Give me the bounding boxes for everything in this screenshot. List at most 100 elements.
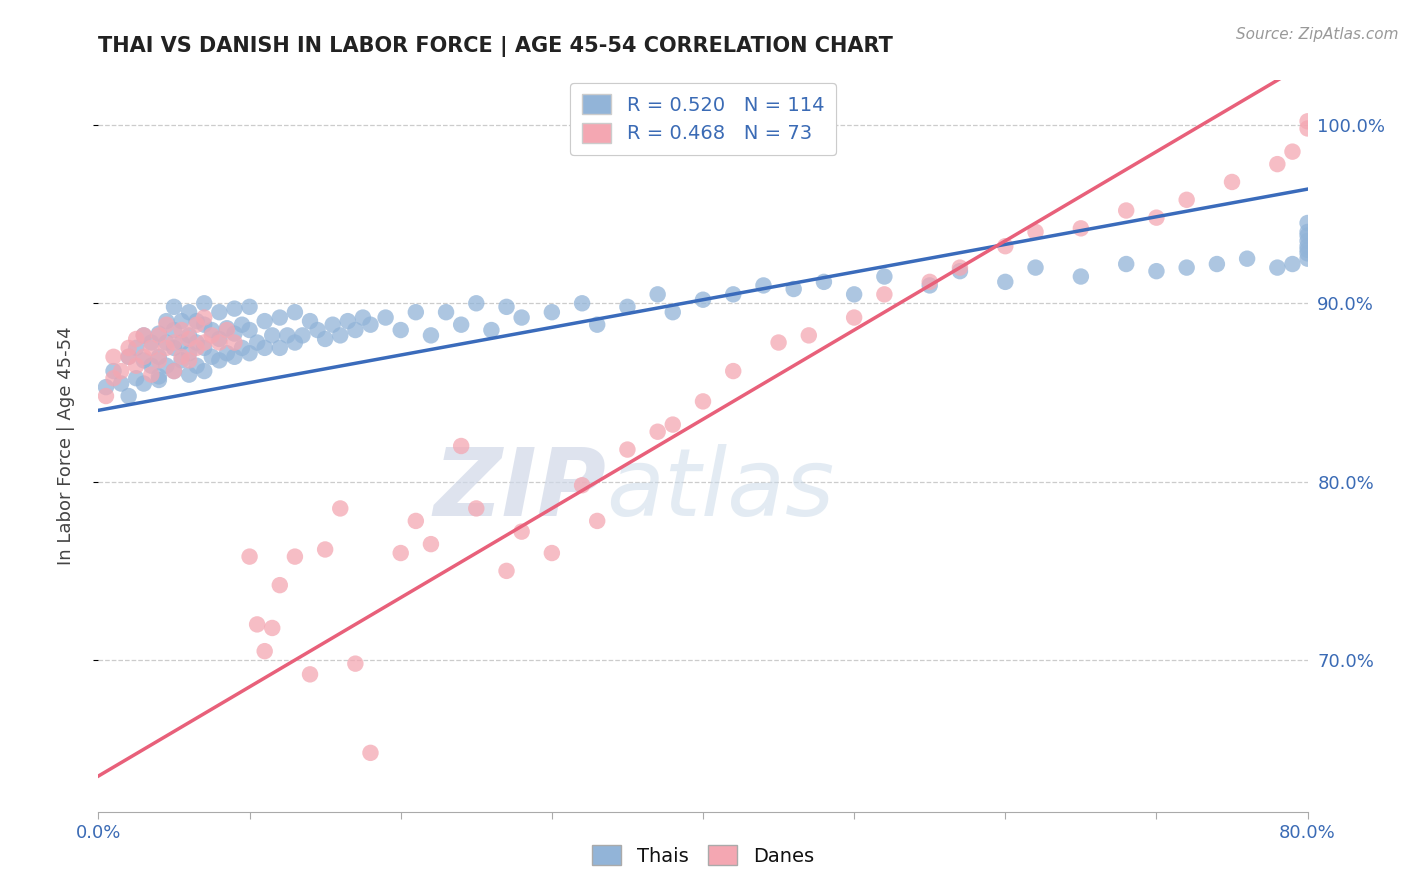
- Point: [329, 328, 352, 343]
- Point: [1144, 211, 1167, 225]
- Point: [94, 389, 117, 403]
- Point: [163, 323, 186, 337]
- Point: [495, 564, 517, 578]
- Point: [692, 394, 714, 409]
- Point: [1296, 234, 1319, 248]
- Legend: Thais, Danes: Thais, Danes: [585, 838, 821, 873]
- Point: [994, 275, 1017, 289]
- Point: [352, 310, 374, 325]
- Point: [1175, 193, 1198, 207]
- Point: [110, 364, 132, 378]
- Point: [510, 310, 533, 325]
- Point: [510, 524, 533, 539]
- Point: [148, 350, 170, 364]
- Point: [163, 341, 186, 355]
- Point: [155, 314, 177, 328]
- Point: [1281, 145, 1303, 159]
- Point: [132, 328, 155, 343]
- Point: [224, 335, 246, 350]
- Point: [322, 318, 344, 332]
- Point: [994, 239, 1017, 253]
- Point: [405, 305, 427, 319]
- Point: [586, 318, 609, 332]
- Point: [692, 293, 714, 307]
- Point: [723, 287, 745, 301]
- Point: [118, 350, 141, 364]
- Point: [450, 439, 472, 453]
- Point: [1296, 252, 1319, 266]
- Point: [239, 549, 262, 564]
- Point: [118, 341, 141, 355]
- Point: [540, 546, 562, 560]
- Point: [329, 501, 352, 516]
- Point: [148, 328, 170, 343]
- Point: [1281, 257, 1303, 271]
- Point: [873, 269, 896, 284]
- Point: [661, 305, 683, 319]
- Point: [1296, 243, 1319, 257]
- Point: [231, 341, 253, 355]
- Point: [125, 371, 148, 385]
- Point: [752, 278, 775, 293]
- Point: [269, 578, 291, 592]
- Point: [215, 346, 238, 360]
- Point: [465, 296, 488, 310]
- Point: [1296, 239, 1319, 253]
- Point: [193, 318, 215, 332]
- Point: [1206, 257, 1229, 271]
- Point: [374, 310, 396, 325]
- Point: [125, 341, 148, 355]
- Point: [163, 364, 186, 378]
- Point: [170, 335, 193, 350]
- Point: [224, 326, 246, 341]
- Point: [405, 514, 427, 528]
- Point: [224, 301, 246, 316]
- Point: [768, 335, 790, 350]
- Point: [170, 353, 193, 368]
- Point: [170, 314, 193, 328]
- Point: [276, 328, 298, 343]
- Legend: R = 0.520   N = 114, R = 0.468   N = 73: R = 0.520 N = 114, R = 0.468 N = 73: [571, 83, 835, 155]
- Point: [170, 350, 193, 364]
- Point: [1296, 225, 1319, 239]
- Point: [1267, 260, 1289, 275]
- Point: [616, 300, 638, 314]
- Text: THAI VS DANISH IN LABOR FORCE | AGE 45-54 CORRELATION CHART: THAI VS DANISH IN LABOR FORCE | AGE 45-5…: [98, 36, 893, 57]
- Point: [360, 746, 382, 760]
- Point: [186, 341, 208, 355]
- Text: Source: ZipAtlas.com: Source: ZipAtlas.com: [1236, 27, 1399, 42]
- Point: [103, 364, 125, 378]
- Point: [1296, 121, 1319, 136]
- Point: [125, 359, 148, 373]
- Point: [389, 323, 412, 337]
- Point: [193, 341, 215, 355]
- Point: [360, 318, 382, 332]
- Point: [314, 332, 336, 346]
- Point: [239, 346, 262, 360]
- Point: [1115, 203, 1137, 218]
- Point: [132, 376, 155, 391]
- Point: [571, 478, 593, 492]
- Point: [1070, 269, 1092, 284]
- Point: [299, 314, 322, 328]
- Point: [148, 353, 170, 368]
- Point: [291, 328, 314, 343]
- Point: [1296, 216, 1319, 230]
- Point: [1144, 264, 1167, 278]
- Point: [186, 314, 208, 328]
- Point: [103, 350, 125, 364]
- Point: [246, 617, 269, 632]
- Point: [450, 318, 472, 332]
- Point: [193, 296, 215, 310]
- Point: [1175, 260, 1198, 275]
- Point: [873, 287, 896, 301]
- Point: [170, 323, 193, 337]
- Point: [661, 417, 683, 432]
- Point: [723, 364, 745, 378]
- Point: [208, 332, 231, 346]
- Point: [1024, 225, 1046, 239]
- Point: [1296, 246, 1319, 260]
- Point: [148, 373, 170, 387]
- Point: [299, 667, 322, 681]
- Point: [844, 287, 866, 301]
